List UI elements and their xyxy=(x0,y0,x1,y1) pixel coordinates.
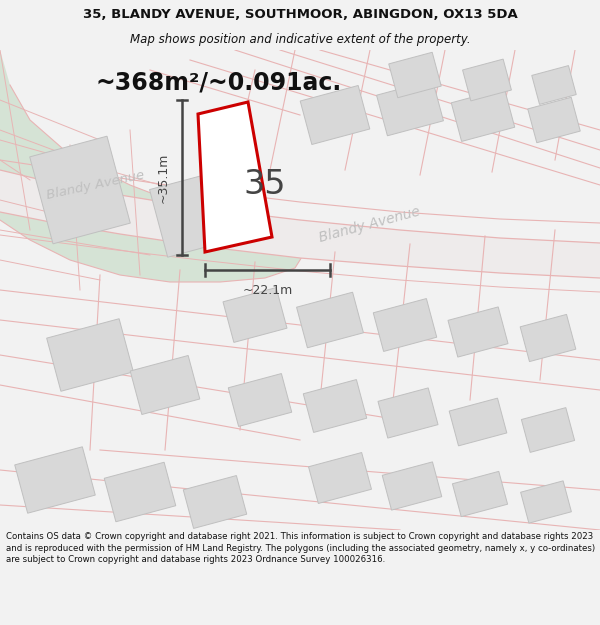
Polygon shape xyxy=(451,89,515,141)
Polygon shape xyxy=(0,170,600,278)
Polygon shape xyxy=(198,102,272,252)
Polygon shape xyxy=(528,98,580,142)
Polygon shape xyxy=(463,59,511,101)
Polygon shape xyxy=(183,476,247,528)
Text: Blandy Avenue: Blandy Avenue xyxy=(45,168,145,202)
Polygon shape xyxy=(449,398,507,446)
Text: ~35.1m: ~35.1m xyxy=(157,152,170,202)
Polygon shape xyxy=(532,66,576,104)
Polygon shape xyxy=(104,462,176,522)
Polygon shape xyxy=(223,288,287,342)
Text: ~368m²/~0.091ac.: ~368m²/~0.091ac. xyxy=(95,70,341,94)
Polygon shape xyxy=(0,50,305,282)
Text: 35: 35 xyxy=(244,169,286,201)
Polygon shape xyxy=(377,80,443,136)
Polygon shape xyxy=(389,52,441,98)
Polygon shape xyxy=(47,319,133,391)
Polygon shape xyxy=(521,481,571,523)
Polygon shape xyxy=(296,292,364,348)
Text: ~22.1m: ~22.1m xyxy=(242,284,293,297)
Text: Blandy Avenue: Blandy Avenue xyxy=(318,205,422,245)
Polygon shape xyxy=(382,462,442,510)
Polygon shape xyxy=(30,136,130,244)
Polygon shape xyxy=(308,452,371,504)
Text: Contains OS data © Crown copyright and database right 2021. This information is : Contains OS data © Crown copyright and d… xyxy=(6,532,595,564)
Polygon shape xyxy=(228,374,292,426)
Polygon shape xyxy=(303,379,367,432)
Polygon shape xyxy=(149,173,230,258)
Polygon shape xyxy=(378,388,438,438)
Polygon shape xyxy=(520,314,576,362)
Polygon shape xyxy=(300,86,370,144)
Polygon shape xyxy=(448,307,508,357)
Polygon shape xyxy=(373,299,437,351)
Text: 35, BLANDY AVENUE, SOUTHMOOR, ABINGDON, OX13 5DA: 35, BLANDY AVENUE, SOUTHMOOR, ABINGDON, … xyxy=(83,9,517,21)
Polygon shape xyxy=(521,408,575,452)
Polygon shape xyxy=(15,447,95,513)
Polygon shape xyxy=(452,471,508,517)
Text: Map shows position and indicative extent of the property.: Map shows position and indicative extent… xyxy=(130,32,470,46)
Polygon shape xyxy=(130,356,200,414)
